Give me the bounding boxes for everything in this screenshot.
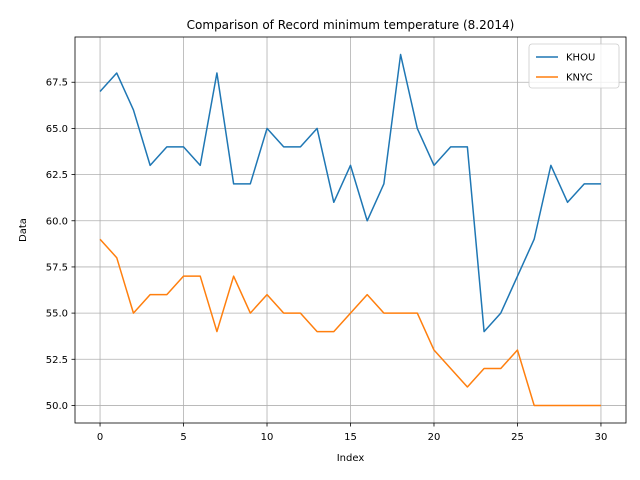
y-tick-label: 57.5 xyxy=(46,262,68,273)
series-line-khou xyxy=(99,53,601,333)
chart-title: Comparison of Record minimum temperature… xyxy=(187,18,515,32)
y-tick-label: 50.0 xyxy=(46,401,68,412)
series-lines xyxy=(99,53,601,407)
x-tick-label: 20 xyxy=(428,432,441,443)
x-tick-label: 10 xyxy=(261,432,274,443)
y-tick-label: 60.0 xyxy=(46,216,68,227)
legend-label-khou: KHOU xyxy=(566,53,595,64)
y-tick-label: 52.5 xyxy=(46,355,68,366)
x-axis: 0 5 10 15 20 25 30 xyxy=(97,423,607,443)
x-tick-label: 15 xyxy=(344,432,357,443)
y-tick-label: 62.5 xyxy=(46,170,68,181)
y-tick-label: 67.5 xyxy=(46,78,68,89)
x-tick-label: 30 xyxy=(595,432,608,443)
x-tick-label: 0 xyxy=(97,432,103,443)
y-axis: 50.0 52.5 55.0 57.5 60.0 62.5 65.0 67.5 xyxy=(46,78,75,412)
x-tick-label: 5 xyxy=(180,432,186,443)
series-line-knyc xyxy=(99,238,601,407)
y-tick-label: 55.0 xyxy=(46,309,68,320)
legend-label-knyc: KNYC xyxy=(566,73,593,84)
x-axis-label: Index xyxy=(337,453,365,464)
legend: KHOU KNYC xyxy=(528,43,620,89)
x-tick-label: 25 xyxy=(511,432,524,443)
y-axis-label: Data xyxy=(18,218,29,242)
y-tick-label: 65.0 xyxy=(46,124,68,135)
